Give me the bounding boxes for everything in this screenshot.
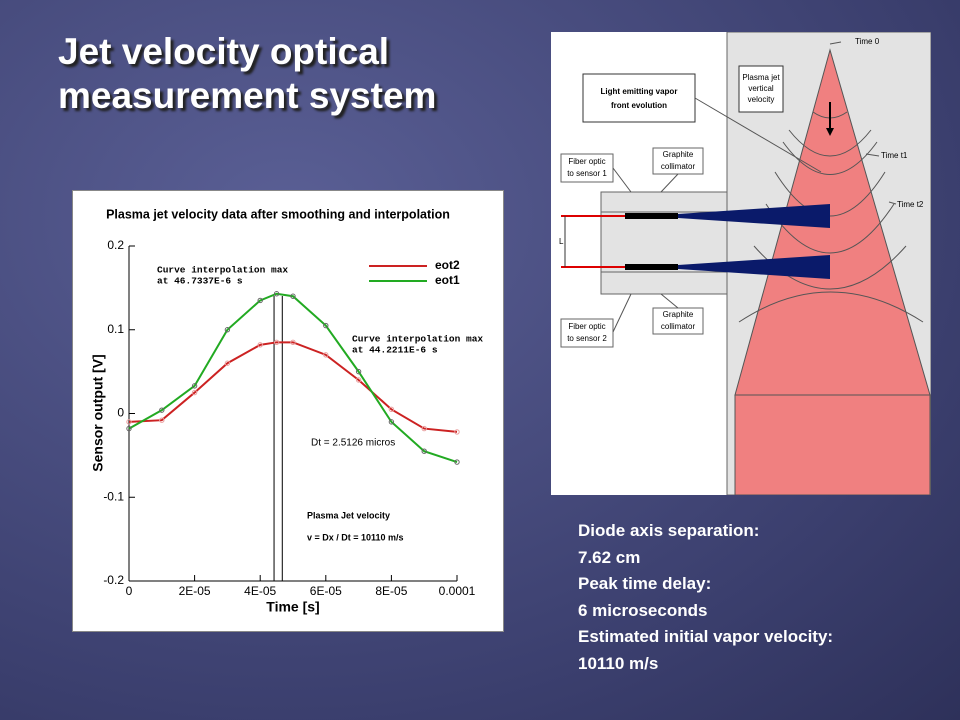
title-line: Jet velocity optical bbox=[58, 31, 390, 72]
point bbox=[257, 297, 263, 304]
point bbox=[191, 389, 198, 396]
diagram-label: collimator bbox=[661, 322, 696, 331]
diagram-label: Time 0 bbox=[855, 37, 880, 46]
slide-title: Jet velocity optical measurement system bbox=[58, 30, 436, 118]
point bbox=[421, 448, 427, 454]
point bbox=[290, 293, 296, 299]
point bbox=[191, 383, 198, 389]
jet-base bbox=[734, 394, 931, 495]
x-axis-label: Time [s] bbox=[266, 599, 319, 615]
label-box bbox=[652, 147, 704, 175]
y-tick-label: 0 bbox=[117, 406, 124, 420]
note: Diode axis separation: bbox=[578, 521, 760, 540]
label-box bbox=[738, 65, 784, 113]
note: Estimated initial vapor velocity: bbox=[578, 627, 834, 646]
diagram-label: vertical bbox=[748, 84, 774, 93]
note: Peak time delay: bbox=[578, 574, 712, 593]
diagram-label: to sensor 2 bbox=[567, 334, 607, 343]
y-tick-label: 0.1 bbox=[107, 322, 124, 336]
x-tick-label: 6E-05 bbox=[310, 584, 342, 598]
x-tick-label: 8E-05 bbox=[375, 584, 407, 598]
point bbox=[454, 429, 460, 435]
notes: Diode axis separation: 7.62 cm Peak time… bbox=[578, 518, 833, 677]
note: 10110 m/s bbox=[578, 653, 659, 673]
diagram-label: Light emitting vapor bbox=[601, 87, 678, 96]
legend-label: eot2 bbox=[435, 258, 460, 272]
point bbox=[273, 339, 280, 346]
point bbox=[126, 425, 132, 432]
note: 7.62 cm bbox=[578, 547, 641, 567]
annotation: at 44.2211E-6 s bbox=[352, 345, 438, 356]
diagram-label: Fiber optic bbox=[568, 322, 605, 331]
point bbox=[257, 342, 263, 348]
diagram: Time 0 Plasma jet vertical velocity Ligh… bbox=[551, 32, 931, 495]
diagram-label: Time t1 bbox=[881, 151, 908, 160]
point bbox=[355, 377, 362, 383]
diagram-label: velocity bbox=[748, 95, 775, 104]
point bbox=[159, 407, 165, 413]
annotation: Plasma Jet velocity bbox=[307, 510, 390, 520]
annotation: at 46.7337E-6 s bbox=[157, 276, 243, 287]
x-tick-label: 4E-05 bbox=[244, 584, 276, 598]
chart-title: Plasma jet velocity data after smoothing… bbox=[106, 207, 450, 221]
x-tick-label: 0 bbox=[126, 584, 133, 598]
x-tick-label: 0.0001 bbox=[439, 584, 476, 598]
point bbox=[323, 322, 329, 329]
point bbox=[224, 360, 231, 366]
annotation: Dt = 2.5126 micros bbox=[311, 438, 395, 449]
series-line bbox=[128, 341, 458, 433]
point bbox=[126, 419, 132, 425]
point bbox=[388, 406, 395, 413]
title-line: measurement system bbox=[58, 75, 437, 116]
diagram-label: Graphite bbox=[663, 310, 694, 319]
diagram-label: to sensor 1 bbox=[567, 169, 607, 178]
y-tick-label: -0.1 bbox=[103, 489, 124, 503]
y-tick-label: 0.2 bbox=[107, 238, 124, 252]
annotation: Curve interpolation max bbox=[157, 265, 288, 276]
legend-label: eot1 bbox=[435, 273, 460, 287]
diagram-label: L bbox=[559, 237, 564, 246]
note: 6 microseconds bbox=[578, 600, 708, 620]
diagram-label: Fiber optic bbox=[568, 157, 605, 166]
series-line bbox=[128, 292, 458, 464]
diagram-label: front evolution bbox=[611, 101, 667, 110]
view-beam bbox=[678, 255, 830, 279]
point bbox=[159, 417, 165, 423]
diagram-label: collimator bbox=[661, 162, 696, 171]
point bbox=[323, 352, 329, 358]
diagram-label: Plasma jet bbox=[742, 73, 780, 82]
collimator-block bbox=[600, 191, 728, 295]
point bbox=[454, 459, 460, 465]
annotation: Curve interpolation max bbox=[352, 334, 483, 345]
annotation: v = Dx / Dt = 10110 m/s bbox=[307, 532, 404, 542]
point bbox=[224, 327, 231, 333]
label-box bbox=[560, 318, 614, 348]
point bbox=[290, 339, 296, 346]
point bbox=[273, 291, 280, 297]
y-axis-label: Sensor output [V] bbox=[90, 354, 106, 471]
point bbox=[421, 425, 427, 432]
diagram-label: Time t2 bbox=[897, 200, 924, 209]
label-box bbox=[582, 73, 696, 123]
diagram-label: Graphite bbox=[663, 150, 694, 159]
label-box bbox=[560, 153, 614, 183]
point bbox=[388, 419, 395, 425]
view-beam bbox=[678, 204, 830, 228]
x-tick-label: 2E-05 bbox=[179, 584, 211, 598]
chart: Plasma jet velocity data after smoothing… bbox=[72, 190, 504, 632]
y-tick-label: -0.2 bbox=[103, 573, 124, 587]
point bbox=[355, 368, 362, 375]
